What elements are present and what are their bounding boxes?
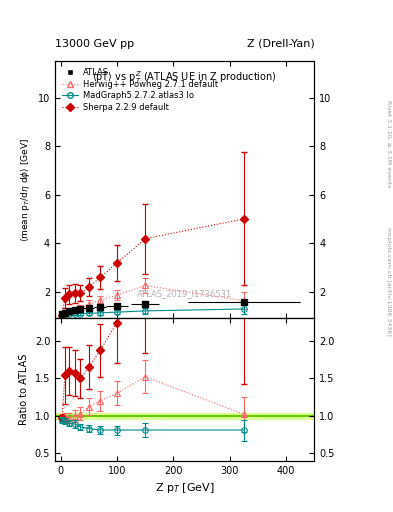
Text: 13000 GeV pp: 13000 GeV pp — [55, 38, 134, 49]
Text: mcplots.cern.ch [arXiv:1306.3436]: mcplots.cern.ch [arXiv:1306.3436] — [386, 227, 391, 336]
Text: ATLAS_2019_I1736531: ATLAS_2019_I1736531 — [137, 289, 232, 297]
Legend: ATLAS, Herwig++ Powheg 2.7.1 default, MadGraph5 2.7.2.atlas3 lo, Sherpa 2.2.9 de: ATLAS, Herwig++ Powheg 2.7.1 default, Ma… — [59, 66, 220, 114]
Text: Rivet 3.1.10, ≥ 3.1M events: Rivet 3.1.10, ≥ 3.1M events — [386, 100, 391, 187]
X-axis label: Z p$_T$ [GeV]: Z p$_T$ [GeV] — [155, 481, 215, 495]
Y-axis label: Ratio to ATLAS: Ratio to ATLAS — [19, 354, 29, 425]
Text: $\langle$pT$\rangle$ vs p$_T^Z$ (ATLAS UE in Z production): $\langle$pT$\rangle$ vs p$_T^Z$ (ATLAS U… — [92, 69, 277, 86]
Bar — [55, 413, 314, 419]
Text: Z (Drell-Yan): Z (Drell-Yan) — [247, 38, 314, 49]
Y-axis label: $\langle$mean p$_T$/d$\eta$ d$\phi\rangle$ [GeV]: $\langle$mean p$_T$/d$\eta$ d$\phi\rangl… — [19, 138, 32, 242]
